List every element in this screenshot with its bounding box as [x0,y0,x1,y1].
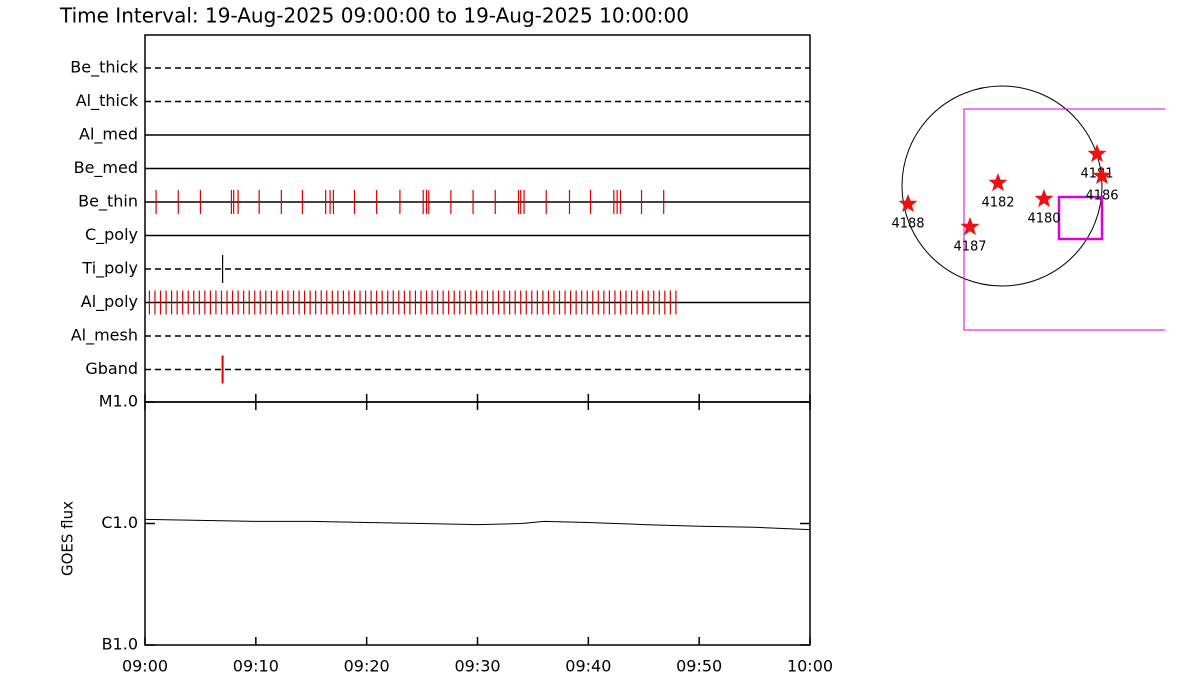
row-label: Al_poly [81,292,138,312]
x-tick-label: 09:00 [122,657,168,676]
region-star [898,194,918,213]
region-label: 4180 [1027,212,1060,227]
fov-box [963,108,1165,331]
row-label: Ti_poly [81,259,138,279]
region-star [1087,144,1107,163]
region-star [988,173,1008,192]
row-label: Al_thick [76,91,139,111]
timeline-frame [144,34,811,403]
region-label: 4188 [891,217,924,232]
row-label: Be_med [74,158,138,178]
x-tick-label: 09:50 [676,657,722,676]
x-tick-label: 10:00 [787,657,833,676]
region-star [960,217,980,236]
chart-title: Time Interval: 19-Aug-2025 09:00:00 to 1… [59,4,689,28]
row-label: Be_thin [78,192,138,212]
row-label: Gband [85,359,138,378]
region-star [1034,189,1054,208]
solar-disk [901,85,1103,287]
region-star [1092,166,1112,185]
row-label: Al_med [79,125,138,145]
x-tick-label: 09:10 [233,657,279,676]
goes-line [144,518,811,531]
row-label: Be_thick [70,58,138,78]
x-tick-label: 09:20 [344,657,390,676]
region-label: 4182 [981,196,1014,211]
row-label: C_poly [85,225,138,245]
region-label: 4186 [1085,189,1118,204]
x-tick-label: 09:40 [565,657,611,676]
y-tick-label: C1.0 [101,513,138,532]
x-tick-label: 09:30 [454,657,500,676]
goes-frame [144,401,811,646]
region-label: 4187 [953,240,986,255]
y-tick-label: B1.0 [102,635,138,654]
y-tick-label: M1.0 [99,392,138,411]
y-axis-label: GOES flux [59,501,77,576]
target-box [1057,195,1104,241]
row-label: Al_mesh [71,326,138,346]
